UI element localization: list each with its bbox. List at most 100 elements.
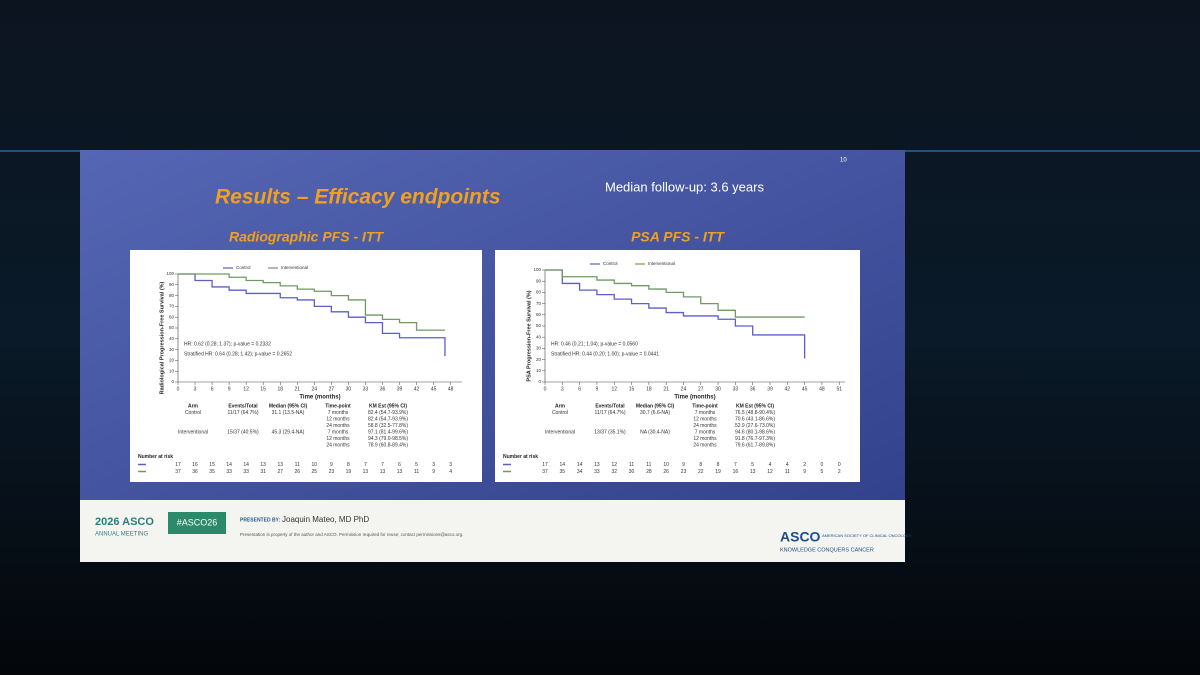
y-tick-label: 40: [169, 336, 175, 341]
x-tick-label: 39: [767, 386, 773, 392]
at-risk-count: 16: [192, 462, 198, 468]
table-cell: 82.4 (54.7-93.9%): [368, 416, 408, 422]
at-risk-count: 33: [226, 469, 232, 475]
table-cell: 70.6 (43.1-86.6%): [735, 416, 775, 422]
km-curve: [545, 269, 806, 359]
y-tick-label: 90: [536, 278, 542, 283]
at-risk-count: 19: [346, 469, 352, 475]
at-risk-count: 11: [414, 469, 419, 475]
x-tick-label: 48: [448, 386, 454, 392]
table-cell: 15/37 (40.5%): [227, 429, 259, 435]
at-risk-count: 13: [363, 469, 369, 475]
km-curve: [545, 269, 805, 318]
x-tick-label: 24: [681, 386, 687, 392]
at-risk-count: 15: [209, 462, 215, 468]
logo: ASCO: [780, 529, 821, 545]
table-header: Median (95% CI): [269, 403, 308, 409]
hr-stat: HR: 0.46 (0.21; 1.04); p-value = 0.0560: [551, 341, 638, 347]
y-tick-label: 20: [536, 357, 542, 362]
table-cell: 45.3 (29.4-NA): [272, 429, 305, 435]
chart-title: Radiographic PFS - ITT: [229, 229, 384, 245]
table-cell: Control: [552, 410, 568, 416]
at-risk-count: 11: [629, 462, 634, 468]
y-tick-label: 50: [536, 323, 542, 328]
at-risk-count: 17: [175, 462, 181, 468]
at-risk-count: 4: [769, 462, 772, 468]
table-cell: 76.5 (48.8-90.4%): [735, 410, 775, 416]
x-tick-label: 39: [397, 386, 403, 392]
table-cell: Interventional: [178, 429, 208, 435]
at-risk-count: 30: [629, 469, 635, 475]
table-cell: 94.3 (79.0-98.5%): [368, 436, 408, 442]
x-tick-label: 0: [177, 386, 180, 392]
table-cell: Interventional: [545, 429, 575, 435]
table-header: Time-point: [325, 403, 351, 409]
table-cell: 24 months: [693, 442, 717, 448]
x-tick-label: 24: [312, 386, 318, 392]
charts: Radiographic PFS - ITT010203040506070809…: [130, 229, 860, 482]
y-tick-label: 80: [536, 290, 542, 295]
hashtag: #ASCO26: [177, 517, 218, 527]
y-tick-label: 0: [538, 379, 541, 384]
table-cell: 24 months: [326, 423, 350, 429]
x-tick-label: 33: [363, 386, 369, 392]
table-cell: 7 months: [695, 410, 716, 416]
y-tick-label: 90: [169, 282, 175, 287]
y-tick-label: 30: [536, 346, 542, 351]
x-tick-label: 9: [596, 386, 599, 392]
at-risk-count: 4: [786, 462, 789, 468]
at-risk-count: 8: [699, 462, 702, 468]
at-risk-count: 12: [611, 462, 617, 468]
y-tick-label: 70: [169, 304, 175, 309]
at-risk-count: 28: [646, 469, 652, 475]
at-risk-count: 11: [295, 462, 300, 468]
x-tick-label: 15: [629, 386, 635, 392]
table-cell: 12 months: [693, 416, 717, 422]
at-risk-title: Number at risk: [503, 454, 538, 460]
x-tick-label: 27: [329, 386, 335, 392]
at-risk-title: Number at risk: [138, 454, 173, 460]
at-risk-count: 36: [192, 469, 198, 475]
hr-stat: Stratified HR: 0.44 (0.20; 1.00); p-valu…: [551, 351, 659, 357]
at-risk-count: 22: [698, 469, 704, 475]
at-risk-count: 17: [542, 462, 548, 468]
at-risk-count: 4: [449, 469, 452, 475]
presented-by: PRESENTED BY:: [240, 517, 281, 523]
at-risk-count: 31: [260, 469, 266, 475]
table-cell: 7 months: [328, 410, 349, 416]
table-cell: 82.4 (54.7-93.9%): [368, 410, 408, 416]
x-tick-label: 45: [802, 386, 808, 392]
page-number: 10: [840, 158, 847, 164]
x-tick-label: 12: [243, 386, 249, 392]
at-risk-count: 3: [449, 462, 452, 468]
table-cell: 24 months: [326, 442, 350, 448]
at-risk-count: 35: [209, 469, 215, 475]
table-cell: 11/17 (64.7%): [594, 410, 625, 416]
at-risk-count: 13: [380, 469, 386, 475]
table-cell: 13/37 (35.1%): [594, 429, 626, 435]
y-tick-label: 10: [536, 368, 542, 373]
table-cell: 52.9 (27.6-73.0%): [735, 423, 775, 429]
table-cell: 24 months: [693, 423, 717, 429]
chart-panel: [130, 250, 482, 482]
tagline: KNOWLEDGE CONQUERS CANCER: [780, 547, 874, 553]
y-tick-label: 100: [533, 267, 541, 272]
x-tick-label: 51: [836, 386, 842, 392]
x-tick-label: 36: [380, 386, 386, 392]
x-tick-label: 18: [277, 386, 283, 392]
at-risk-count: 25: [312, 469, 318, 475]
legend-label: Interventional: [648, 261, 675, 266]
x-tick-label: 42: [785, 386, 791, 392]
at-risk-count: 33: [594, 469, 600, 475]
x-tick-label: 33: [733, 386, 739, 392]
at-risk-count: 7: [381, 462, 384, 468]
y-tick-label: 30: [169, 347, 175, 352]
at-risk-count: 0: [838, 462, 841, 468]
at-risk-count: 37: [542, 469, 548, 475]
y-tick-label: 100: [166, 271, 174, 276]
at-risk-count: 35: [560, 469, 566, 475]
y-tick-label: 60: [169, 314, 175, 319]
at-risk-count: 0: [821, 462, 824, 468]
at-risk-count: 6: [398, 462, 401, 468]
